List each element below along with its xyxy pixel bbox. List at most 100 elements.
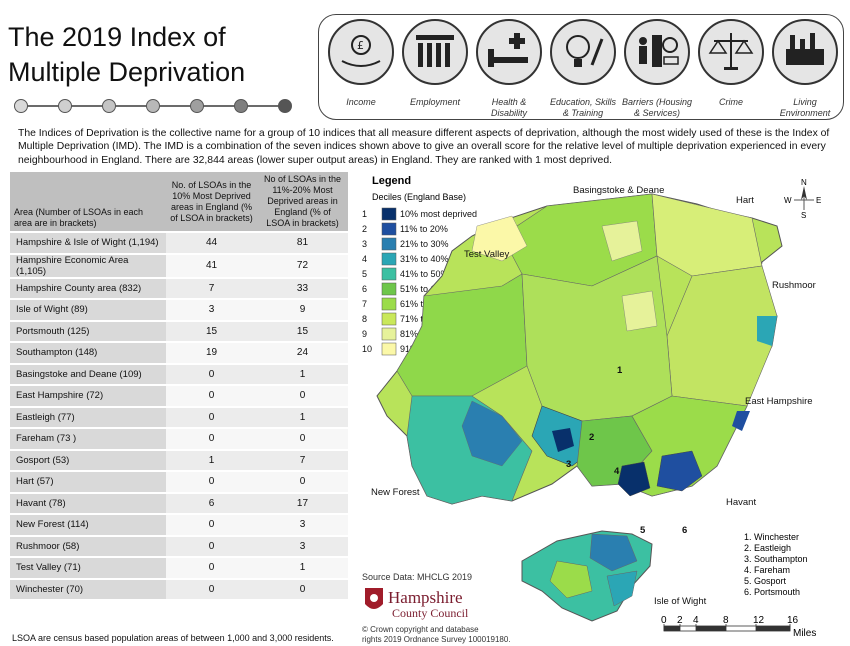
label-test-valley: Test Valley xyxy=(464,249,509,260)
top10-cell: 0 xyxy=(166,513,257,536)
label-east-hampshire: East Hampshire xyxy=(745,396,813,407)
table-row: Havant (78) 6 17 xyxy=(10,491,348,514)
district-key-item: 1. Winchester xyxy=(744,532,799,542)
compass-n: N xyxy=(801,178,807,187)
scale-tick-label: 12 xyxy=(753,615,765,626)
top10-cell: 0 xyxy=(166,577,257,599)
legend-swatch xyxy=(381,267,397,281)
column-header-area: Area (Number of LSOAs in each area are i… xyxy=(10,172,167,232)
timeline-dot xyxy=(14,99,28,113)
logo-text-1: Hampshire xyxy=(388,588,463,607)
top10-cell: 0 xyxy=(166,384,257,407)
domain-barriers: Barriers (Housing & Services) xyxy=(621,19,693,119)
domain-crime: Crime xyxy=(695,19,767,108)
compass-e: E xyxy=(816,196,821,205)
svg-text:£: £ xyxy=(357,39,364,52)
area-cell: Hampshire & Isle of Wight (1,194) xyxy=(10,231,167,254)
label-isle-of-wight: Isle of Wight xyxy=(654,596,707,607)
legend-number: 8 xyxy=(362,314,367,324)
domain-label: Crime xyxy=(719,97,743,107)
area-cell: Rushmoor (58) xyxy=(10,534,167,557)
table-row: New Forest (114) 0 3 xyxy=(10,513,348,536)
compass-w: W xyxy=(784,196,792,205)
legend-swatch xyxy=(381,237,397,251)
deprivation-map: Legend Deciles (England Base) 1 10% most … xyxy=(362,175,821,644)
top11-20-cell: 0 xyxy=(256,470,348,493)
top11-20-cell: 0 xyxy=(256,427,348,450)
domain-label: Barriers (Housing & Services) xyxy=(621,97,693,118)
table-row: Southampton (148) 19 24 xyxy=(10,341,348,364)
legend-swatch xyxy=(381,252,397,266)
compass-s: S xyxy=(801,211,806,220)
area-cell: Winchester (70) xyxy=(10,577,167,599)
page-title: The 2019 Index of Multiple Deprivation xyxy=(8,20,308,90)
table-row: Hampshire Economic Area (1,105) 41 72 xyxy=(10,252,348,278)
top10-cell: 0 xyxy=(166,362,257,385)
area-cell: Havant (78) xyxy=(10,491,167,514)
legend-label: 31% to 40% xyxy=(400,254,449,264)
deprivation-table: Area (Number of LSOAs in each area are i… xyxy=(10,172,348,599)
table-row: Basingstoke and Deane (109) 0 1 xyxy=(10,362,348,385)
table-row: Rushmoor (58) 0 3 xyxy=(10,534,348,557)
legend-swatch xyxy=(381,222,397,236)
top10-cell: 0 xyxy=(166,470,257,493)
district-key-item: 5. Gosport xyxy=(744,576,787,586)
legend-item: 2 11% to 20% xyxy=(362,222,448,236)
crime-icon xyxy=(698,19,764,85)
area-cell: Southampton (148) xyxy=(10,341,167,364)
top10-cell: 7 xyxy=(166,276,257,299)
top11-20-cell: 72 xyxy=(256,252,348,278)
top10-cell: 44 xyxy=(166,231,257,254)
scale-segment xyxy=(664,626,680,631)
top11-20-cell: 9 xyxy=(256,298,348,321)
barriers-icon xyxy=(624,19,690,85)
legend-item: 5 41% to 50% xyxy=(362,267,449,281)
top11-20-cell: 17 xyxy=(256,491,348,514)
top10-cell: 0 xyxy=(166,556,257,579)
area-cell: Fareham (73 ) xyxy=(10,427,167,450)
legend-swatch xyxy=(381,297,397,311)
education-icon xyxy=(550,19,616,85)
employment-icon xyxy=(402,19,468,85)
area-cell: Hampshire Economic Area (1,105) xyxy=(10,252,167,278)
area-cell: New Forest (114) xyxy=(10,513,167,536)
label-hart: Hart xyxy=(736,195,754,206)
top10-cell: 6 xyxy=(166,491,257,514)
table-row: Fareham (73 ) 0 0 xyxy=(10,427,348,450)
scale-bar: 0 2 4 8 12 16 Miles xyxy=(661,615,816,639)
legend-label: 21% to 30% xyxy=(400,239,449,249)
district-key-item: 6. Portsmouth xyxy=(744,587,800,597)
copyright-line-2: rights 2019 Ordnance Survey 100019180. xyxy=(362,635,511,644)
domain-label: Employment xyxy=(409,97,461,107)
label-district-2: 2 xyxy=(589,432,594,443)
label-district-6: 6 xyxy=(682,525,687,536)
domain-label: Health & Disability xyxy=(490,97,527,118)
area-cell: Portsmouth (125) xyxy=(10,319,167,342)
legend-subtitle: Deciles (England Base) xyxy=(372,192,466,202)
top10-cell: 0 xyxy=(166,405,257,428)
area-cell: Test Valley (71) xyxy=(10,556,167,579)
table-row: East Hampshire (72) 0 0 xyxy=(10,384,348,407)
living-environment-icon xyxy=(772,19,838,85)
timeline-decoration xyxy=(14,96,296,116)
footnote: LSOA are census based population areas o… xyxy=(12,633,334,643)
legend-item: 6 51% to 60% xyxy=(362,282,449,296)
domains-panel: £ Income Employment Health & Disability … xyxy=(318,14,844,120)
legend-label: 51% to 60% xyxy=(400,284,449,294)
domain-employment: Employment xyxy=(399,19,471,108)
legend-number: 5 xyxy=(362,269,367,279)
title-line-2: Multiple Deprivation xyxy=(8,57,246,87)
legend-label: 10% most deprived xyxy=(400,209,477,219)
scale-tick-label: 8 xyxy=(723,615,729,626)
area-cell: Hart (57) xyxy=(10,470,167,493)
legend-item: 4 31% to 40% xyxy=(362,252,449,266)
table-row: Hampshire & Isle of Wight (1,194) 44 81 xyxy=(10,231,348,254)
scale-unit: Miles xyxy=(793,628,816,639)
income-icon: £ xyxy=(328,19,394,85)
table-row: Isle of Wight (89) 3 9 xyxy=(10,298,348,321)
district-key-item: 2. Eastleigh xyxy=(744,543,791,553)
legend-number: 9 xyxy=(362,329,367,339)
top11-20-cell: 81 xyxy=(256,231,348,254)
legend-swatch xyxy=(381,342,397,356)
